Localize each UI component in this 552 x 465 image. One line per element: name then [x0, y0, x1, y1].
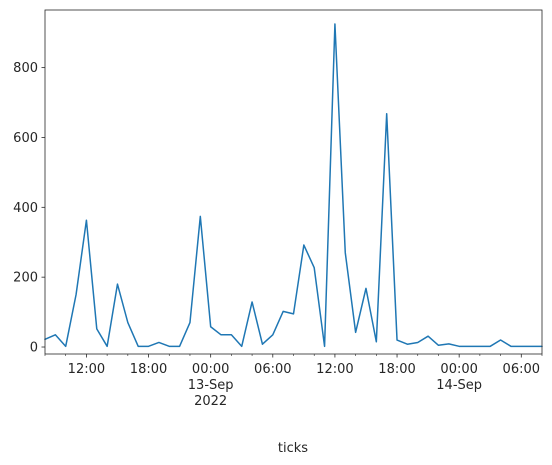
y-tick-label: 800	[13, 61, 38, 76]
y-tick-label: 0	[30, 341, 38, 356]
y-tick-label: 600	[13, 131, 38, 146]
plot-frame	[44, 9, 543, 355]
x-date-label: 14-Sep	[436, 378, 482, 393]
series-line	[44, 23, 543, 348]
x-tick-label: 00:00	[440, 362, 477, 377]
y-tick-label: 400	[13, 201, 38, 216]
y-axis: 0 200 400 600 800	[13, 61, 45, 356]
x-tick-label: 12:00	[68, 362, 105, 377]
x-date-label: 2022	[194, 394, 227, 409]
x-tick-label: 18:00	[130, 362, 167, 377]
x-tick-label: 18:00	[378, 362, 415, 377]
x-tick-label: 12:00	[316, 362, 353, 377]
y-tick-label: 200	[13, 271, 38, 286]
x-date-label: 13-Sep	[188, 378, 234, 393]
x-tick-label: 00:00	[192, 362, 229, 377]
x-tick-label: 06:00	[254, 362, 291, 377]
plot-area	[44, 23, 543, 348]
x-tick-label: 06:00	[503, 362, 540, 377]
x-axis-title: ticks	[278, 441, 308, 456]
